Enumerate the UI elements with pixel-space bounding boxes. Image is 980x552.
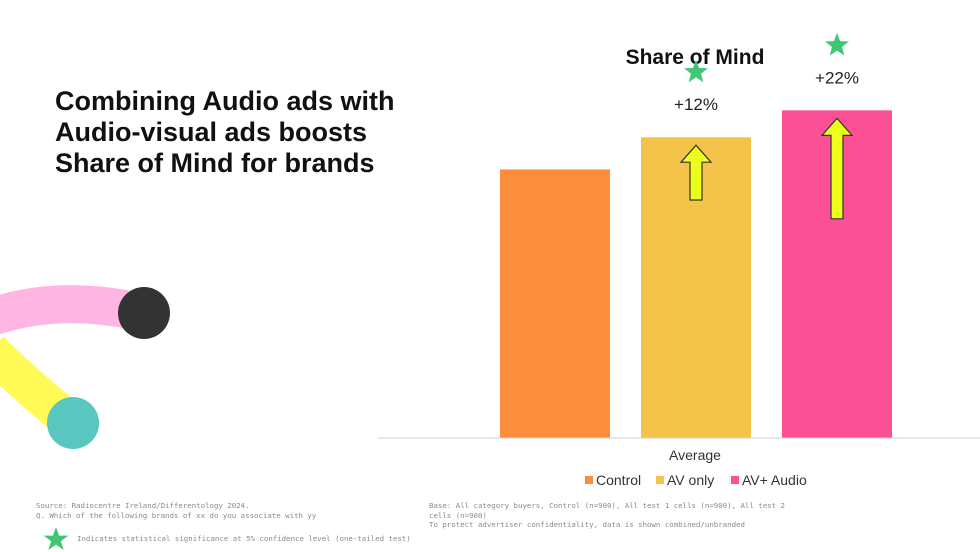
bar-control [500,169,610,438]
deco-pink-curve [0,285,145,335]
confidentiality-note: To protect advertiser confidentiality, d… [429,520,745,529]
significance-star-icon [684,59,708,83]
chart-title: Share of Mind [626,46,765,69]
base-note-line-2: cells (n=900) [429,511,487,520]
deco-teal-dot [47,397,99,449]
headline-line-2: Audio-visual ads boosts [55,117,368,147]
base-note-line-1: Base: All category buyers, Control (n=90… [429,501,785,510]
legend-label: AV+ Audio [742,472,807,488]
legend-swatch [585,476,593,484]
uplift-arrow-icon [820,117,854,220]
bars-layer: +12% +22% [500,32,892,438]
headline-line-1: Combining Audio ads with [55,86,395,116]
deco-dark-dot [118,287,170,339]
legend-label: Control [596,472,641,488]
category-label: Average [669,447,721,463]
significance-note: Indicates statistical significance at 5%… [77,534,411,543]
source-note: Source: Radiocentre Ireland/Differentolo… [36,501,250,510]
significance-star-icon [825,32,849,56]
headline-line-3: Share of Mind for brands [55,148,375,178]
decorative-curves [0,285,170,449]
headline: Combining Audio ads with Audio-visual ad… [55,86,475,179]
legend-swatch [656,476,664,484]
uplift-label: +12% [674,95,718,114]
legend-label: AV only [667,472,714,488]
legend: Control AV only AV+ Audio [585,472,807,488]
uplift-arrow-icon [679,144,713,201]
legend-swatch [731,476,739,484]
question-note: Q. Which of the following brands of xx d… [36,511,317,520]
uplift-label: +22% [815,68,859,87]
star-icon [43,527,69,550]
